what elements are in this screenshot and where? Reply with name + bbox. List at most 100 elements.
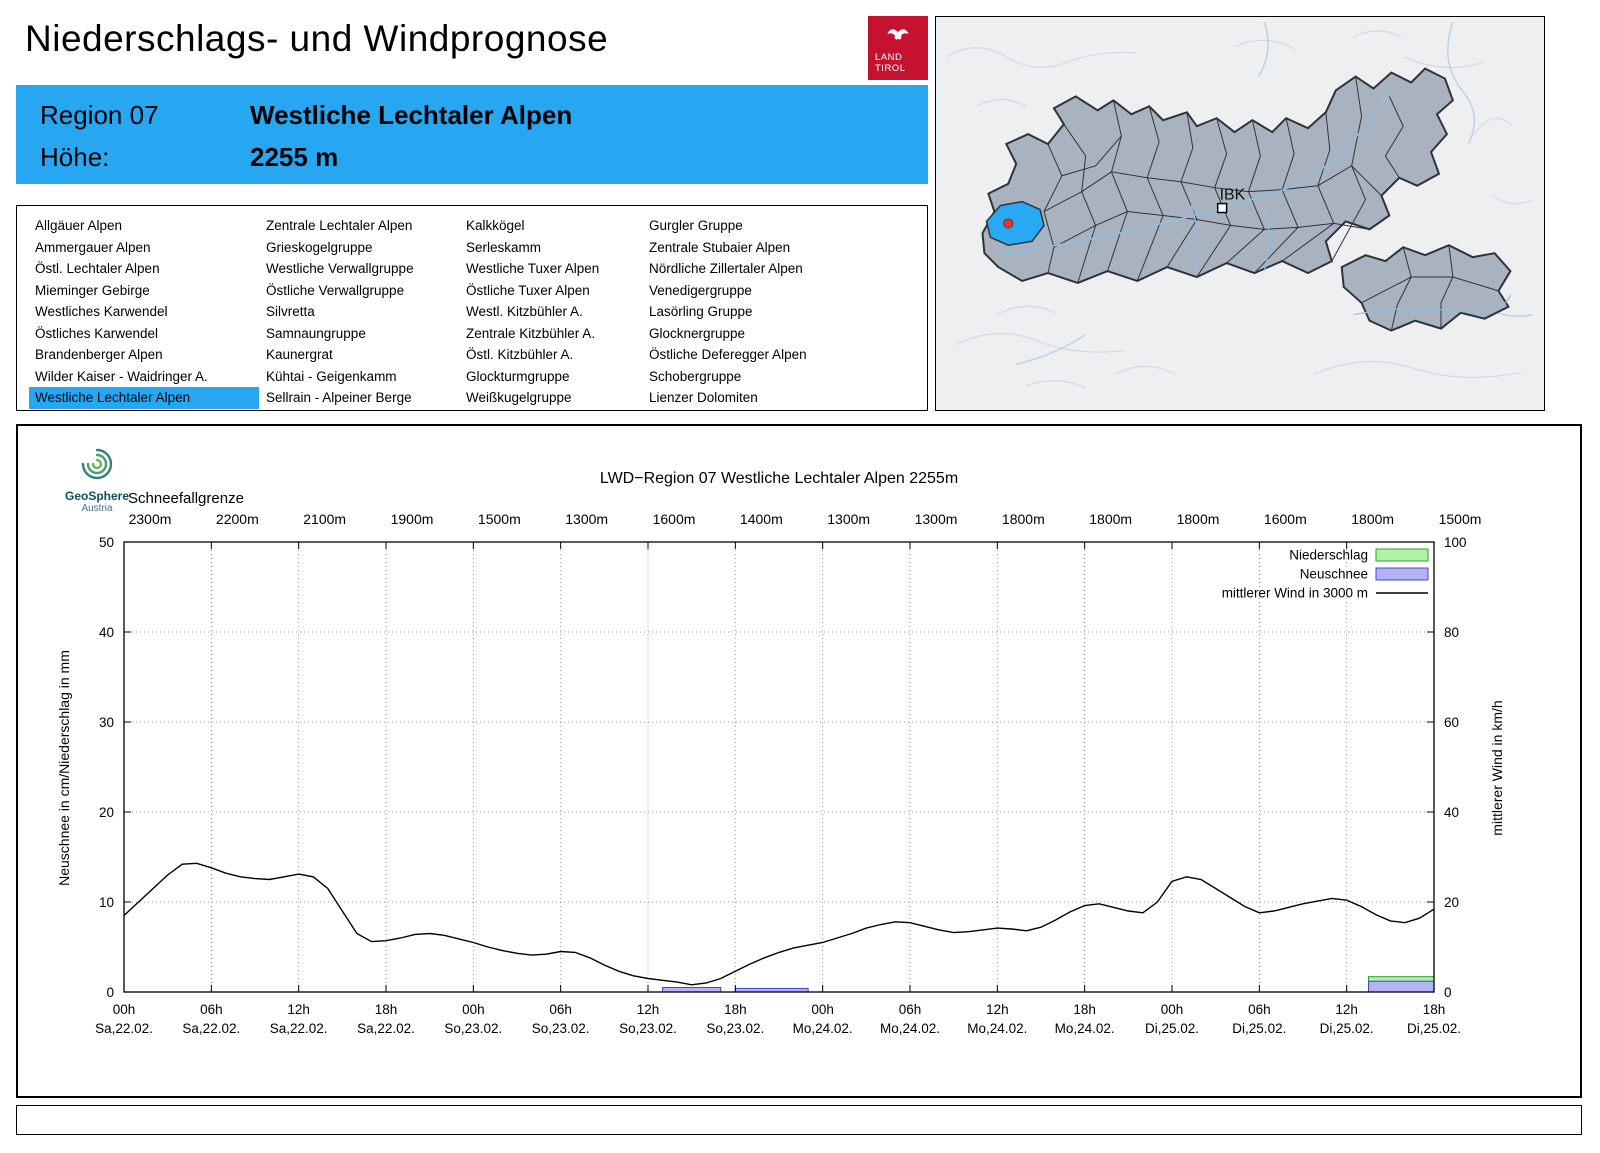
region-list-item[interactable]: Silvretta xyxy=(266,304,315,319)
region-list-item[interactable]: Östl. Lechtaler Alpen xyxy=(35,261,160,276)
region-list-item[interactable]: Glocknergruppe xyxy=(649,325,746,341)
svg-text:1600m: 1600m xyxy=(653,511,696,527)
svg-text:80: 80 xyxy=(1444,625,1459,640)
map-ibk-marker xyxy=(1216,202,1228,214)
map-highlight-region[interactable] xyxy=(985,200,1045,247)
region-list-item[interactable]: Gurgler Gruppe xyxy=(649,218,743,233)
region-list-item[interactable]: Allgäuer Alpen xyxy=(35,218,123,233)
svg-text:00h: 00h xyxy=(462,1002,485,1017)
region-list-item[interactable]: Östl. Kitzbühler A. xyxy=(466,347,574,362)
region-list-item[interactable]: Westliche Verwallgruppe xyxy=(266,261,414,276)
svg-text:Sa,22.02.: Sa,22.02. xyxy=(357,1021,415,1036)
map-city-label: IBK xyxy=(1220,187,1246,204)
svg-text:60: 60 xyxy=(1444,715,1459,730)
tirol-map[interactable]: IBK xyxy=(935,16,1545,411)
svg-text:12h: 12h xyxy=(287,1002,310,1017)
svg-text:Mo,24.02.: Mo,24.02. xyxy=(880,1021,940,1036)
map-east-region-borders xyxy=(1361,245,1499,331)
region-list-item[interactable]: Östliche Tuxer Alpen xyxy=(466,282,590,298)
svg-text:2300m: 2300m xyxy=(129,511,172,527)
plot-legend: Niederschlag Neuschnee mittlerer Wind in 3… xyxy=(1222,548,1429,601)
map-region-borders xyxy=(1043,76,1404,284)
svg-text:Di,25.02.: Di,25.02. xyxy=(1145,1021,1199,1036)
region-list-item[interactable]: Mieminger Gebirge xyxy=(35,282,150,298)
region-list-item[interactable]: Zentrale Kitzbühler A. xyxy=(466,325,596,341)
wind-line-series xyxy=(123,862,1435,986)
region-list-item[interactable]: Westliches Karwendel xyxy=(35,304,168,319)
svg-text:Di,25.02.: Di,25.02. xyxy=(1232,1021,1286,1036)
region-list-item[interactable]: Kalkkögel xyxy=(466,218,525,233)
svg-text:1500m: 1500m xyxy=(1439,511,1482,527)
svg-text:00h: 00h xyxy=(1161,1002,1184,1017)
region-list-item[interactable]: Kühtai - Geigenkamm xyxy=(266,368,397,384)
region-list-item[interactable]: Wilder Kaiser - Waidringer A. xyxy=(35,368,208,384)
region-name: Westliche Lechtaler Alpen xyxy=(250,100,573,130)
svg-text:So,23.02.: So,23.02. xyxy=(619,1021,677,1036)
svg-text:1300m: 1300m xyxy=(827,511,870,527)
region-list-item[interactable]: Westl. Kitzbühler A. xyxy=(466,304,583,319)
region-list: Allgäuer Alpen Ammergauer Alpen Östl. Lech… xyxy=(16,205,928,411)
svg-text:0: 0 xyxy=(1444,985,1452,1000)
region-list-item[interactable]: Lasörling Gruppe xyxy=(649,304,753,319)
svg-text:2200m: 2200m xyxy=(216,511,259,527)
svg-text:18h: 18h xyxy=(724,1002,747,1017)
tirol-logo-text: LAND TIROL xyxy=(875,52,906,74)
region-list-item[interactable]: Glockturmgruppe xyxy=(466,368,570,384)
svg-text:40: 40 xyxy=(99,625,114,640)
region-list-item-selected[interactable]: Westliche Lechtaler Alpen xyxy=(29,387,259,409)
tirol-eagle-icon xyxy=(887,29,909,40)
region-list-item[interactable]: Weißkugelgruppe xyxy=(466,390,572,405)
svg-text:Mo,24.02.: Mo,24.02. xyxy=(967,1021,1027,1036)
svg-text:Mo,24.02.: Mo,24.02. xyxy=(1055,1021,1115,1036)
snow-bar xyxy=(662,987,722,993)
map-location-dot xyxy=(1003,218,1014,229)
svg-text:Di,25.02.: Di,25.02. xyxy=(1407,1021,1461,1036)
region-list-item[interactable]: Grieskogelgruppe xyxy=(266,239,373,255)
region-list-item[interactable]: Ammergauer Alpen xyxy=(35,239,151,255)
chart-title: LWD−Region 07 Westliche Lechtaler Alpen … xyxy=(599,470,959,487)
region-list-item[interactable]: Östliche Deferegger Alpen xyxy=(649,347,807,362)
geosphere-sub: Austria xyxy=(81,503,113,514)
page-title: Niederschlags- und Windprognose xyxy=(25,18,609,59)
snow-bar xyxy=(1368,980,1435,993)
region-list-item[interactable]: Lienzer Dolomiten xyxy=(649,390,758,405)
region-list-item[interactable]: Zentrale Stubaier Alpen xyxy=(649,239,791,255)
svg-text:Sa,22.02.: Sa,22.02. xyxy=(182,1021,240,1036)
svg-text:30: 30 xyxy=(99,715,114,730)
geosphere-logo: GeoSphere Austria xyxy=(52,444,142,514)
plot-grid xyxy=(123,542,1435,992)
svg-text:1900m: 1900m xyxy=(391,511,434,527)
region-list-item[interactable]: Serleskamm xyxy=(466,239,542,255)
region-list-item[interactable]: Östliches Karwendel xyxy=(35,325,159,341)
svg-text:06h: 06h xyxy=(200,1002,223,1017)
svg-text:18h: 18h xyxy=(1423,1002,1446,1017)
region-list-item[interactable]: Östliche Verwallgruppe xyxy=(266,282,405,298)
svg-text:So,23.02.: So,23.02. xyxy=(444,1021,502,1036)
map-river-east xyxy=(1353,294,1511,316)
region-list-item[interactable]: Brandenberger Alpen xyxy=(35,347,163,362)
region-list-item[interactable]: Zentrale Lechtaler Alpen xyxy=(266,218,413,233)
region-list-item[interactable]: Samnaungruppe xyxy=(266,325,366,341)
svg-text:Sa,22.02.: Sa,22.02. xyxy=(270,1021,328,1036)
region-label: Region 07 xyxy=(40,100,159,130)
svg-text:So,23.02.: So,23.02. xyxy=(532,1021,590,1036)
svg-text:50: 50 xyxy=(99,535,114,550)
legend-swatch xyxy=(1375,567,1429,581)
svg-text:mittlerer Wind in 3000 m: mittlerer Wind in 3000 m xyxy=(1222,586,1368,601)
region-list-item[interactable]: Schobergruppe xyxy=(649,368,742,384)
svg-text:12h: 12h xyxy=(637,1002,660,1017)
region-list-item[interactable]: Westliche Tuxer Alpen xyxy=(466,261,600,276)
region-list-item[interactable]: Nördliche Zillertaler Alpen xyxy=(649,261,803,276)
region-list-item[interactable]: Venedigergruppe xyxy=(649,282,752,298)
region-list-item[interactable]: Kaunergrat xyxy=(266,347,333,362)
region-list-item[interactable]: Sellrain - Alpeiner Berge xyxy=(266,390,412,405)
svg-text:0: 0 xyxy=(106,985,114,1000)
plot-tick-labels: 00h Sa,22.02. 06h Sa,22.02. 12h Sa,22.02. 18h S… xyxy=(95,511,1481,1036)
geosphere-swirl-icon xyxy=(81,448,113,480)
svg-text:1800m: 1800m xyxy=(1351,511,1394,527)
svg-text:20: 20 xyxy=(1444,895,1459,910)
svg-text:Neuschnee: Neuschnee xyxy=(1300,567,1368,582)
map-terrain-texture xyxy=(946,30,1533,389)
svg-text:20: 20 xyxy=(99,805,114,820)
svg-text:00h: 00h xyxy=(811,1002,834,1017)
